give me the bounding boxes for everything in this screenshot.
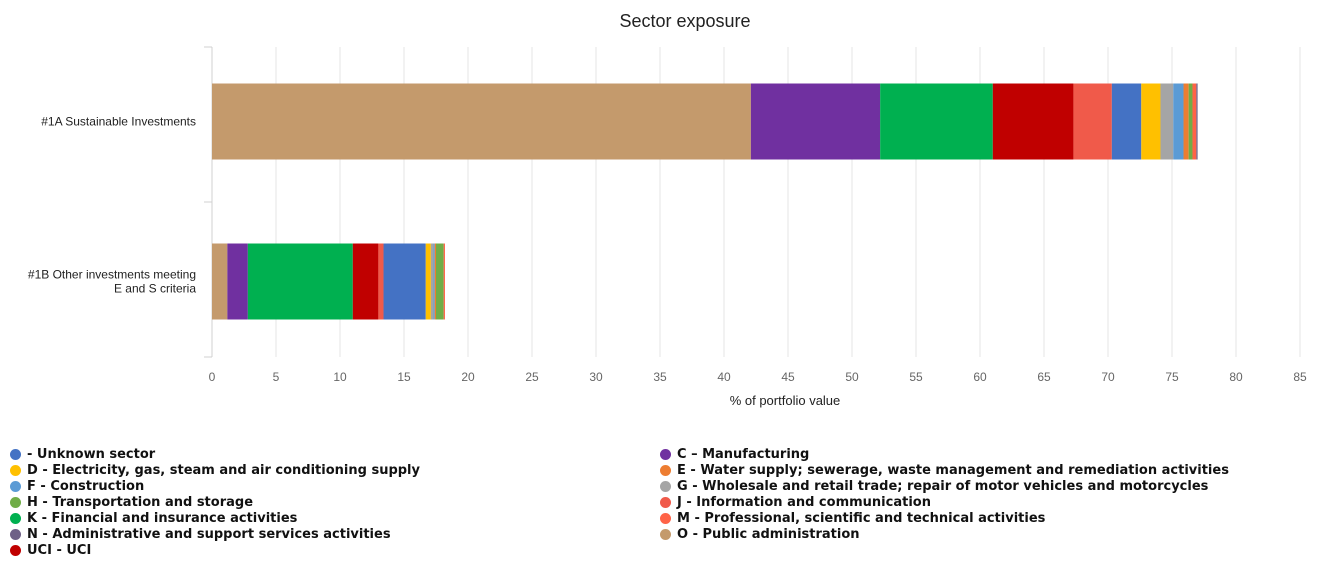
legend-swatch [10,480,21,492]
legend-label: UCI - UCI [27,542,92,558]
legend-item[interactable]: O - Public administration [658,526,1318,542]
x-tick-label: 55 [909,370,923,384]
legend-item[interactable]: N - Administrative and support services … [8,526,658,542]
bar-segment [425,243,431,320]
legend-item[interactable]: D - Electricity, gas, steam and air cond… [8,462,658,478]
chart-legend: - Unknown sector D - Electricity, gas, st… [8,446,1318,558]
legend-item[interactable]: C – Manufacturing [658,446,1318,462]
bar-segment [992,83,1074,160]
bar-segment [352,243,379,320]
x-tick-label: 70 [1101,370,1115,384]
x-tick-label: 0 [209,370,216,384]
bar-segment [434,243,436,320]
x-tick-label: 75 [1165,370,1179,384]
legend-label: N - Administrative and support services … [27,526,391,542]
legend-label: E - Water supply; sewerage, waste manage… [677,462,1229,478]
legend-swatch [660,528,671,540]
x-tick-label: 30 [589,370,603,384]
legend-label: M - Professional, scientific and technic… [677,510,1046,526]
bars [212,83,1198,320]
bar-segment [750,83,881,160]
legend-swatch [660,496,671,508]
bar-segment [1188,83,1193,160]
legend-item[interactable]: E - Water supply; sewerage, waste manage… [658,462,1318,478]
legend-label: J - Information and communication [677,494,931,510]
bar-segment [247,243,353,320]
legend-item[interactable]: UCI - UCI [8,542,658,558]
legend-swatch [10,528,21,540]
legend-swatch [10,496,21,508]
x-tick-label: 40 [717,370,731,384]
legend-swatch [10,464,21,476]
legend-swatch [10,544,21,556]
legend-item[interactable]: J - Information and communication [658,494,1318,510]
bar-segment [1192,83,1197,160]
category-label: #1B Other investments meeting E and S cri… [28,268,196,296]
legend-label: K - Financial and insurance activities [27,510,298,526]
legend-label: G - Wholesale and retail trade; repair o… [677,478,1209,494]
x-tick-label: 20 [461,370,475,384]
x-tick-label: 10 [333,370,347,384]
x-tick-label: 25 [525,370,539,384]
legend-swatch [660,464,671,476]
bar-segment [212,83,751,160]
bar-segment [227,243,248,320]
legend-item[interactable]: F - Construction [8,478,658,494]
legend-item[interactable]: G - Wholesale and retail trade; repair o… [658,478,1318,494]
x-tick-label: 45 [781,370,795,384]
bar-segment [1111,83,1142,160]
category-labels: #1A Sustainable Investments #1B Other inv… [28,115,196,296]
x-tick-label: 85 [1293,370,1307,384]
legend-label: F - Construction [27,478,145,494]
bar-segment [433,243,435,320]
bar-segment [1141,83,1161,160]
legend-swatch [10,512,21,524]
x-axis-title: % of portfolio value [730,393,841,408]
x-tick-label: 50 [845,370,859,384]
bar-segment [383,243,426,320]
legend-swatch [660,512,671,524]
bar-segment [436,243,444,320]
x-tick-label: 35 [653,370,667,384]
bar-segment [443,243,445,320]
category-label: #1A Sustainable Investments [41,115,196,129]
bar-segment [880,83,993,160]
legend-swatch [660,480,671,492]
bar-segment [1183,83,1189,160]
legend-label: C – Manufacturing [677,446,810,462]
legend-swatch [660,448,671,460]
bar-segment [378,243,384,320]
x-tick-label: 5 [273,370,280,384]
bar-segment [1160,83,1174,160]
legend-item[interactable]: H - Transportation and storage [8,494,658,510]
legend-label: O - Public administration [677,526,860,542]
bar-segment [1196,83,1198,160]
bar-segment [430,243,434,320]
legend-item[interactable]: - Unknown sector [8,446,658,462]
legend-item[interactable]: K - Financial and insurance activities [8,510,658,526]
legend-swatch [10,448,21,460]
x-tick-label: 60 [973,370,987,384]
legend-label: - Unknown sector [27,446,156,462]
legend-label: H - Transportation and storage [27,494,254,510]
bar-segment [1173,83,1184,160]
sector-exposure-chart: Sector exposure #1A Sustainable Investme… [28,11,1307,408]
legend-item[interactable]: M - Professional, scientific and technic… [658,510,1318,526]
x-tick-label: 15 [397,370,411,384]
x-tick-labels: 0 5 10 15 20 25 30 35 40 45 50 55 60 65 70 75 80 85 [209,370,1307,384]
legend-label: D - Electricity, gas, steam and air cond… [27,462,420,478]
x-tick-label: 80 [1229,370,1243,384]
x-tick-label: 65 [1037,370,1051,384]
bar-segment [212,243,228,320]
chart-title: Sector exposure [619,11,750,31]
bar-segment [1073,83,1112,160]
